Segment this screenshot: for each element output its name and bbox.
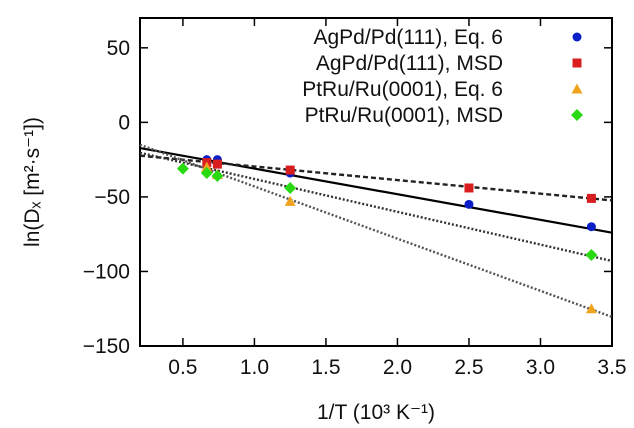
- data-point: [176, 162, 189, 175]
- data-point: [464, 183, 474, 193]
- x-axis-label: 1/T (10³ K⁻¹): [317, 401, 435, 424]
- data-point: [212, 159, 222, 169]
- y-tick-label: 0: [118, 111, 130, 134]
- legend-marker: [571, 83, 583, 94]
- data-point: [201, 161, 213, 172]
- y-tick-label: −150: [83, 335, 130, 358]
- plot-frame: [139, 17, 613, 347]
- data-point: [464, 199, 474, 209]
- legend-marker: [571, 109, 583, 121]
- data-point: [586, 222, 596, 232]
- legend-label: PtRu/Ru(0001), Eq. 6: [302, 78, 503, 101]
- data-point: [585, 249, 598, 262]
- data-point: [284, 181, 297, 194]
- legend-label: AgPd/Pd(111), MSD: [316, 52, 503, 75]
- axis-ticks: 0.5 1.0 1.5 2.0 2.5 3.0 3.5 −150 −100 −50 0 50: [83, 18, 627, 379]
- x-tick-label: 3.0: [526, 356, 555, 379]
- x-tick-label: 1.0: [240, 356, 269, 379]
- data-point: [284, 195, 296, 206]
- legend-marker: [572, 58, 582, 68]
- data-point: [211, 170, 224, 183]
- y-tick-label: −100: [83, 260, 130, 283]
- y-tick-label: −50: [94, 186, 130, 209]
- x-tick-label: 2.0: [383, 356, 412, 379]
- fit-line: [139, 154, 613, 202]
- legend: AgPd/Pd(111), Eq. 6 AgPd/Pd(111), MSD PtRu…: [302, 26, 583, 127]
- x-tick-label: 2.5: [454, 356, 483, 379]
- x-tick-label: 0.5: [168, 356, 197, 379]
- legend-label: PtRu/Ru(0001), MSD: [305, 104, 503, 127]
- data-point: [200, 167, 213, 180]
- y-axis-label: ln(Dₓ [m²·s⁻¹]): [21, 117, 44, 247]
- data-points: [176, 155, 598, 314]
- x-tick-label: 3.5: [597, 356, 626, 379]
- data-point: [285, 165, 295, 175]
- fit-line: [139, 151, 613, 263]
- legend-label: AgPd/Pd(111), Eq. 6: [313, 26, 503, 49]
- data-point: [585, 303, 597, 314]
- legend-marker: [572, 32, 582, 42]
- x-tick-label: 1.5: [311, 356, 340, 379]
- data-point: [586, 193, 596, 203]
- y-tick-label: 50: [107, 37, 130, 60]
